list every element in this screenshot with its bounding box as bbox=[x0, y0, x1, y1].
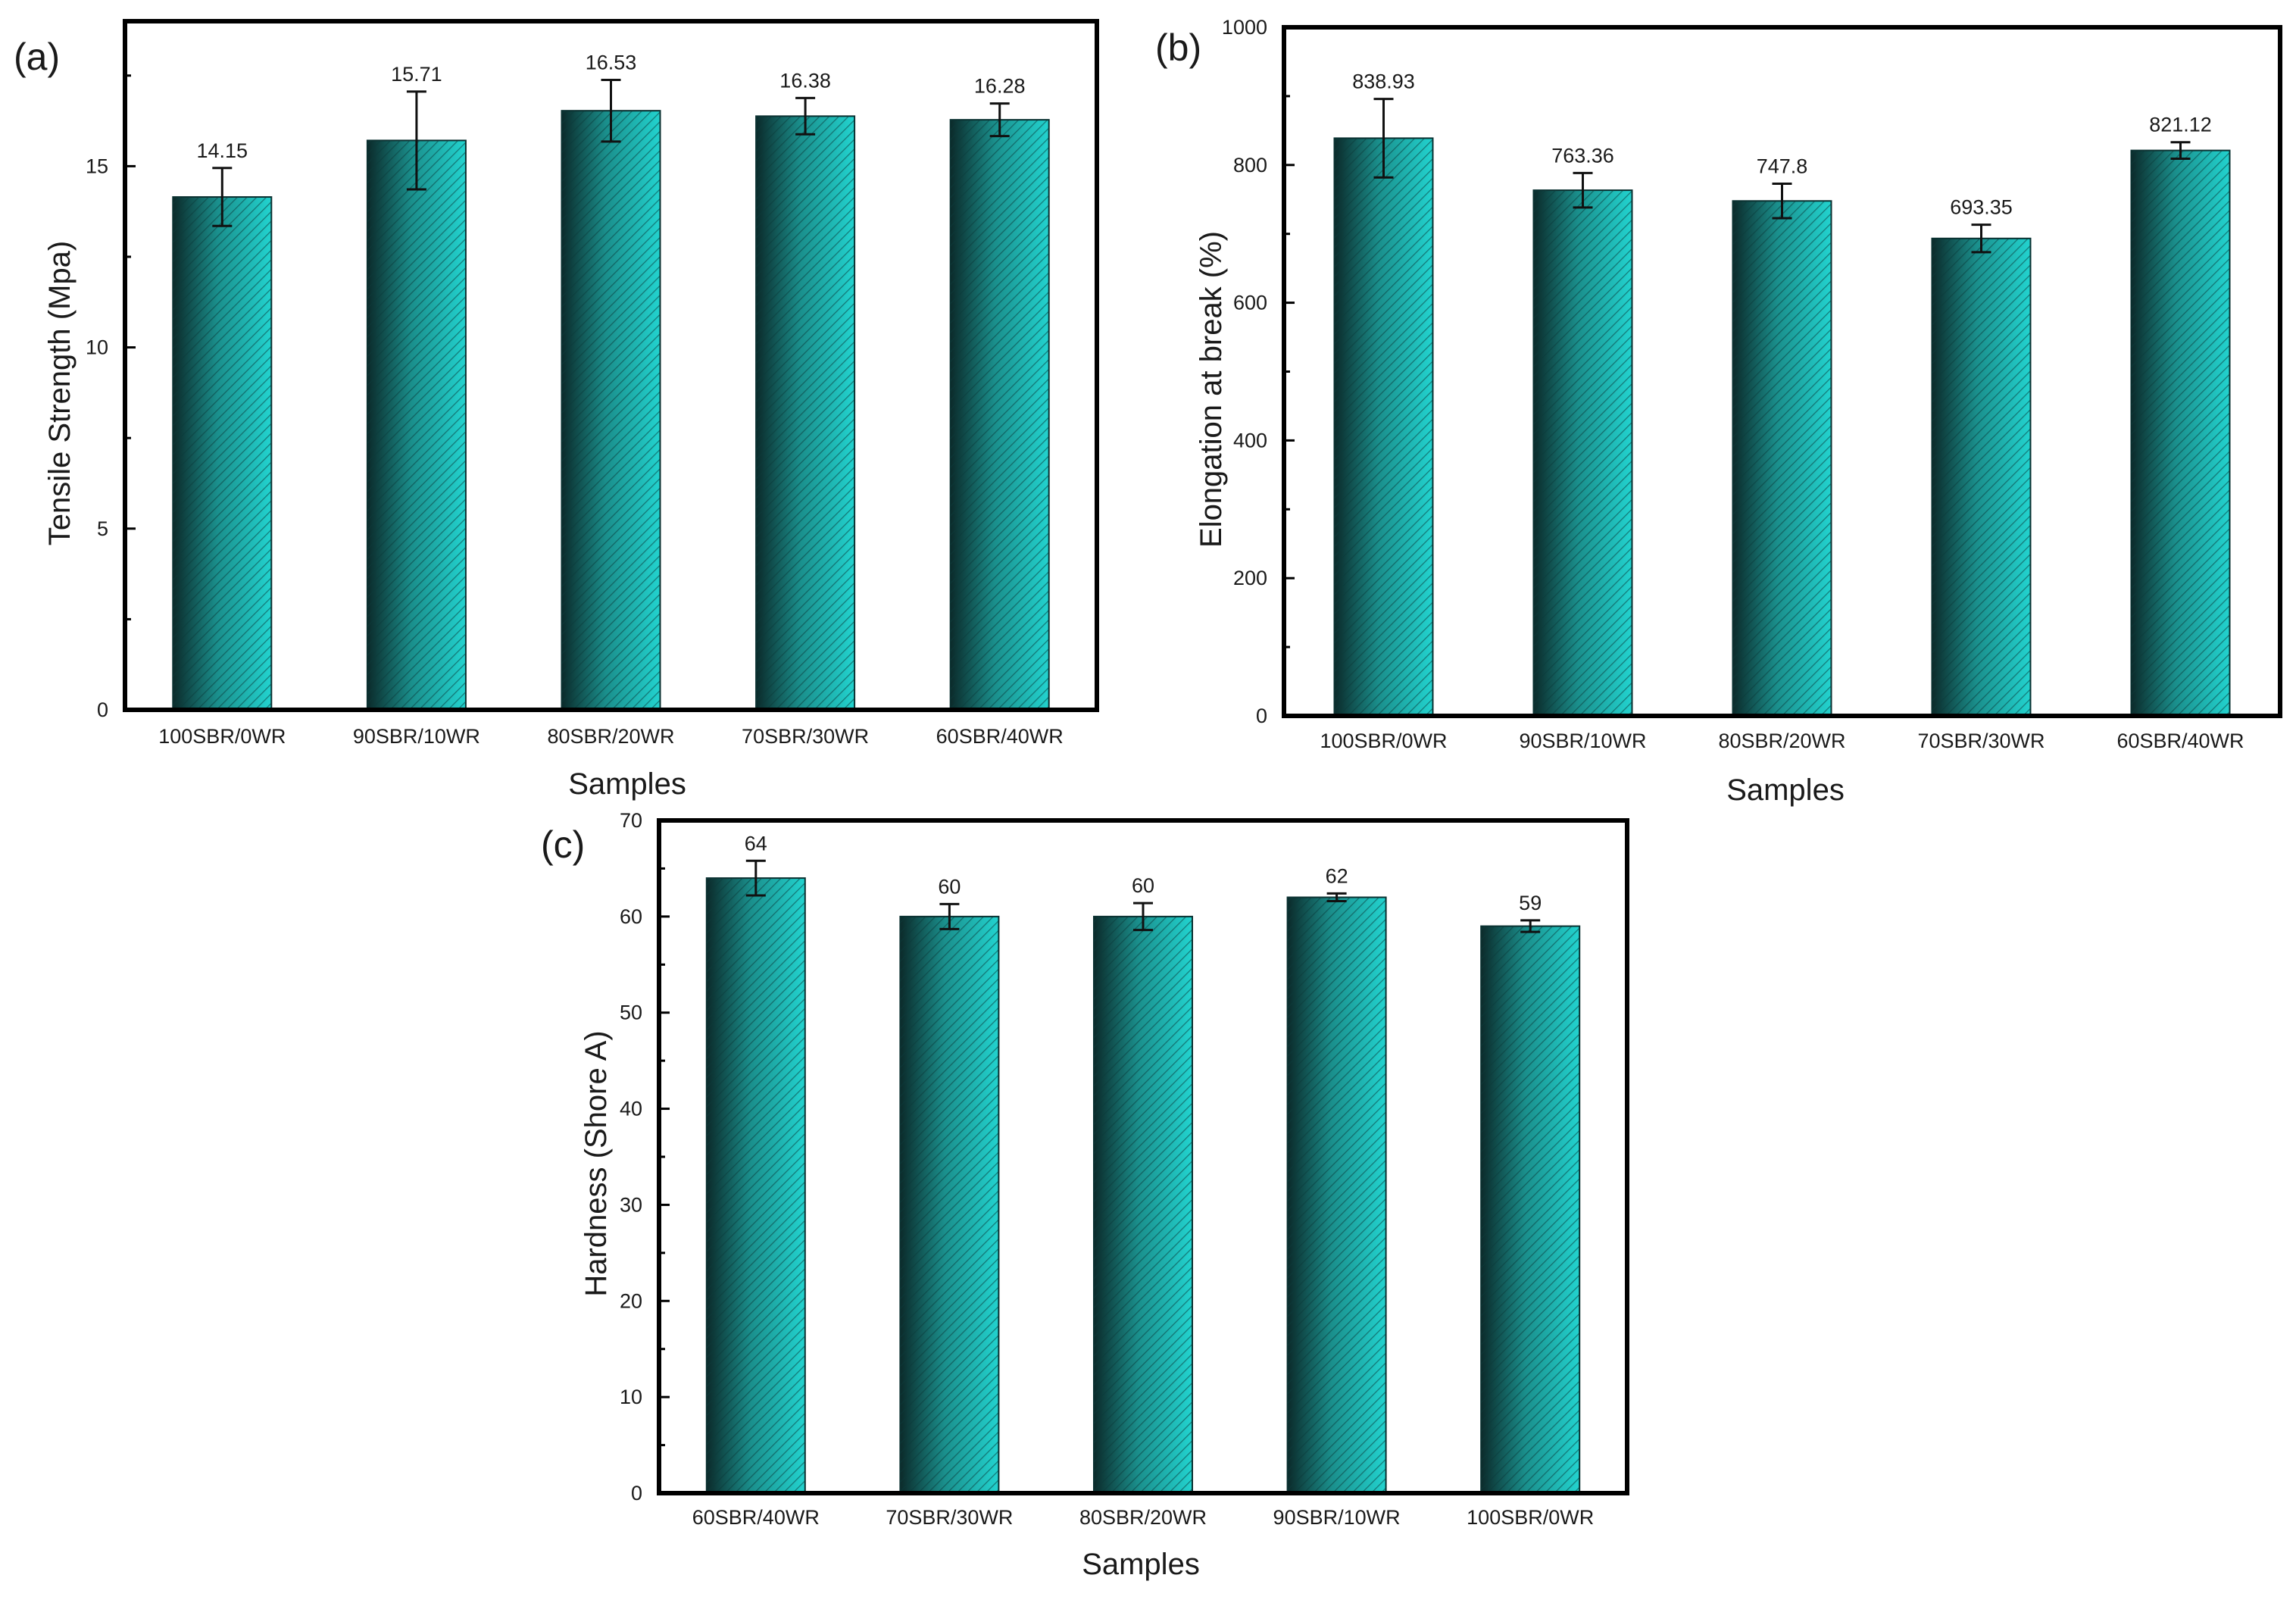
bar-hatch bbox=[173, 197, 272, 711]
x-tick-label: 90SBR/10WR bbox=[1519, 730, 1646, 752]
data-label: 60 bbox=[938, 875, 961, 898]
bar-hatch bbox=[950, 120, 1049, 711]
bar-hatch bbox=[1732, 201, 1832, 717]
bar-hatch bbox=[900, 916, 999, 1493]
panel-label: (c) bbox=[541, 823, 585, 866]
y-tick-label: 0 bbox=[631, 1482, 642, 1505]
x-tick-label: 60SBR/40WR bbox=[692, 1506, 820, 1529]
x-tick-label: 100SBR/0WR bbox=[158, 725, 286, 748]
y-tick-label: 800 bbox=[1233, 154, 1267, 177]
bar-hatch bbox=[1334, 138, 1433, 717]
bar-hatch bbox=[756, 116, 855, 710]
x-tick-label: 60SBR/40WR bbox=[936, 725, 1064, 748]
plot-frame bbox=[123, 19, 1099, 712]
data-label: 16.53 bbox=[586, 52, 637, 74]
x-tick-label: 60SBR/40WR bbox=[2116, 730, 2244, 752]
bar-hatch bbox=[1481, 926, 1580, 1493]
y-tick-label: 10 bbox=[86, 336, 108, 359]
data-label: 60 bbox=[1132, 874, 1154, 897]
y-tick-label: 200 bbox=[1233, 567, 1267, 589]
plot-frame bbox=[1282, 25, 2282, 718]
x-tick-label: 80SBR/20WR bbox=[1718, 730, 1845, 752]
y-tick-label: 600 bbox=[1233, 292, 1267, 314]
x-axis-label: Samples bbox=[1726, 773, 1845, 807]
data-label: 59 bbox=[1519, 892, 1542, 914]
y-tick-label: 30 bbox=[620, 1193, 642, 1216]
y-axis-label: Hardness (Shore A) bbox=[579, 1030, 613, 1296]
y-tick-label: 70 bbox=[620, 809, 642, 832]
data-label: 16.28 bbox=[974, 75, 1026, 98]
y-axis-label: Tensile Strength (Mpa) bbox=[43, 241, 77, 545]
x-tick-label: 80SBR/20WR bbox=[1079, 1506, 1207, 1529]
chart-panel-a: (a) Tensile Strength (Mpa) Samples 0 5 10 1… bbox=[14, 19, 1099, 801]
x-tick-label: 80SBR/20WR bbox=[547, 725, 674, 748]
data-label: 747.8 bbox=[1757, 155, 1808, 178]
y-tick-label: 40 bbox=[620, 1098, 642, 1120]
data-label: 693.35 bbox=[1950, 196, 2013, 219]
bar-hatch bbox=[1932, 238, 2031, 716]
data-label: 838.93 bbox=[1352, 70, 1415, 93]
x-axis-label: Samples bbox=[1082, 1548, 1200, 1581]
x-tick-label: 90SBR/10WR bbox=[353, 725, 480, 748]
data-label: 15.71 bbox=[391, 63, 442, 86]
y-tick-label: 60 bbox=[620, 905, 642, 928]
data-label: 821.12 bbox=[2149, 114, 2212, 136]
y-tick-label: 50 bbox=[620, 1001, 642, 1024]
x-axis-label: Samples bbox=[568, 767, 686, 801]
x-tick-label: 70SBR/30WR bbox=[742, 725, 869, 748]
y-tick-label: 0 bbox=[97, 698, 108, 721]
y-tick-label: 20 bbox=[620, 1289, 642, 1312]
bar-hatch bbox=[367, 140, 466, 711]
bar-hatch bbox=[1533, 190, 1632, 716]
plot-frame bbox=[657, 818, 1629, 1495]
data-label: 16.38 bbox=[779, 69, 831, 92]
x-tick-label: 70SBR/30WR bbox=[886, 1506, 1013, 1529]
data-label: 763.36 bbox=[1551, 144, 1614, 167]
y-tick-label: 15 bbox=[86, 155, 108, 177]
x-tick-label: 70SBR/30WR bbox=[1917, 730, 2045, 752]
x-tick-label: 100SBR/0WR bbox=[1320, 730, 1447, 752]
chart-panel-c: (c) Hardness (Shore A) Samples 0 10 20 30 40… bbox=[541, 809, 1629, 1581]
y-tick-label: 1000 bbox=[1222, 16, 1267, 39]
chart-panel-b: (b) Elongation at break (%) Samples 0 200… bbox=[1155, 16, 2282, 807]
data-label: 14.15 bbox=[197, 139, 248, 162]
y-tick-label: 400 bbox=[1233, 429, 1267, 452]
bar-hatch bbox=[1094, 916, 1192, 1493]
data-label: 64 bbox=[745, 832, 767, 855]
panel-label: (b) bbox=[1155, 27, 1201, 69]
panel-label: (a) bbox=[14, 36, 60, 78]
x-tick-label: 100SBR/0WR bbox=[1467, 1506, 1594, 1529]
bar-hatch bbox=[706, 878, 805, 1493]
bar-hatch bbox=[2131, 150, 2230, 716]
y-tick-label: 5 bbox=[97, 517, 108, 540]
y-tick-label: 0 bbox=[1256, 705, 1267, 727]
bar-hatch bbox=[1287, 897, 1386, 1493]
x-tick-label: 90SBR/10WR bbox=[1273, 1506, 1401, 1529]
data-label: 62 bbox=[1326, 864, 1348, 887]
y-axis-label: Elongation at break (%) bbox=[1195, 231, 1228, 548]
y-tick-label: 10 bbox=[620, 1386, 642, 1408]
bar-hatch bbox=[561, 111, 661, 711]
